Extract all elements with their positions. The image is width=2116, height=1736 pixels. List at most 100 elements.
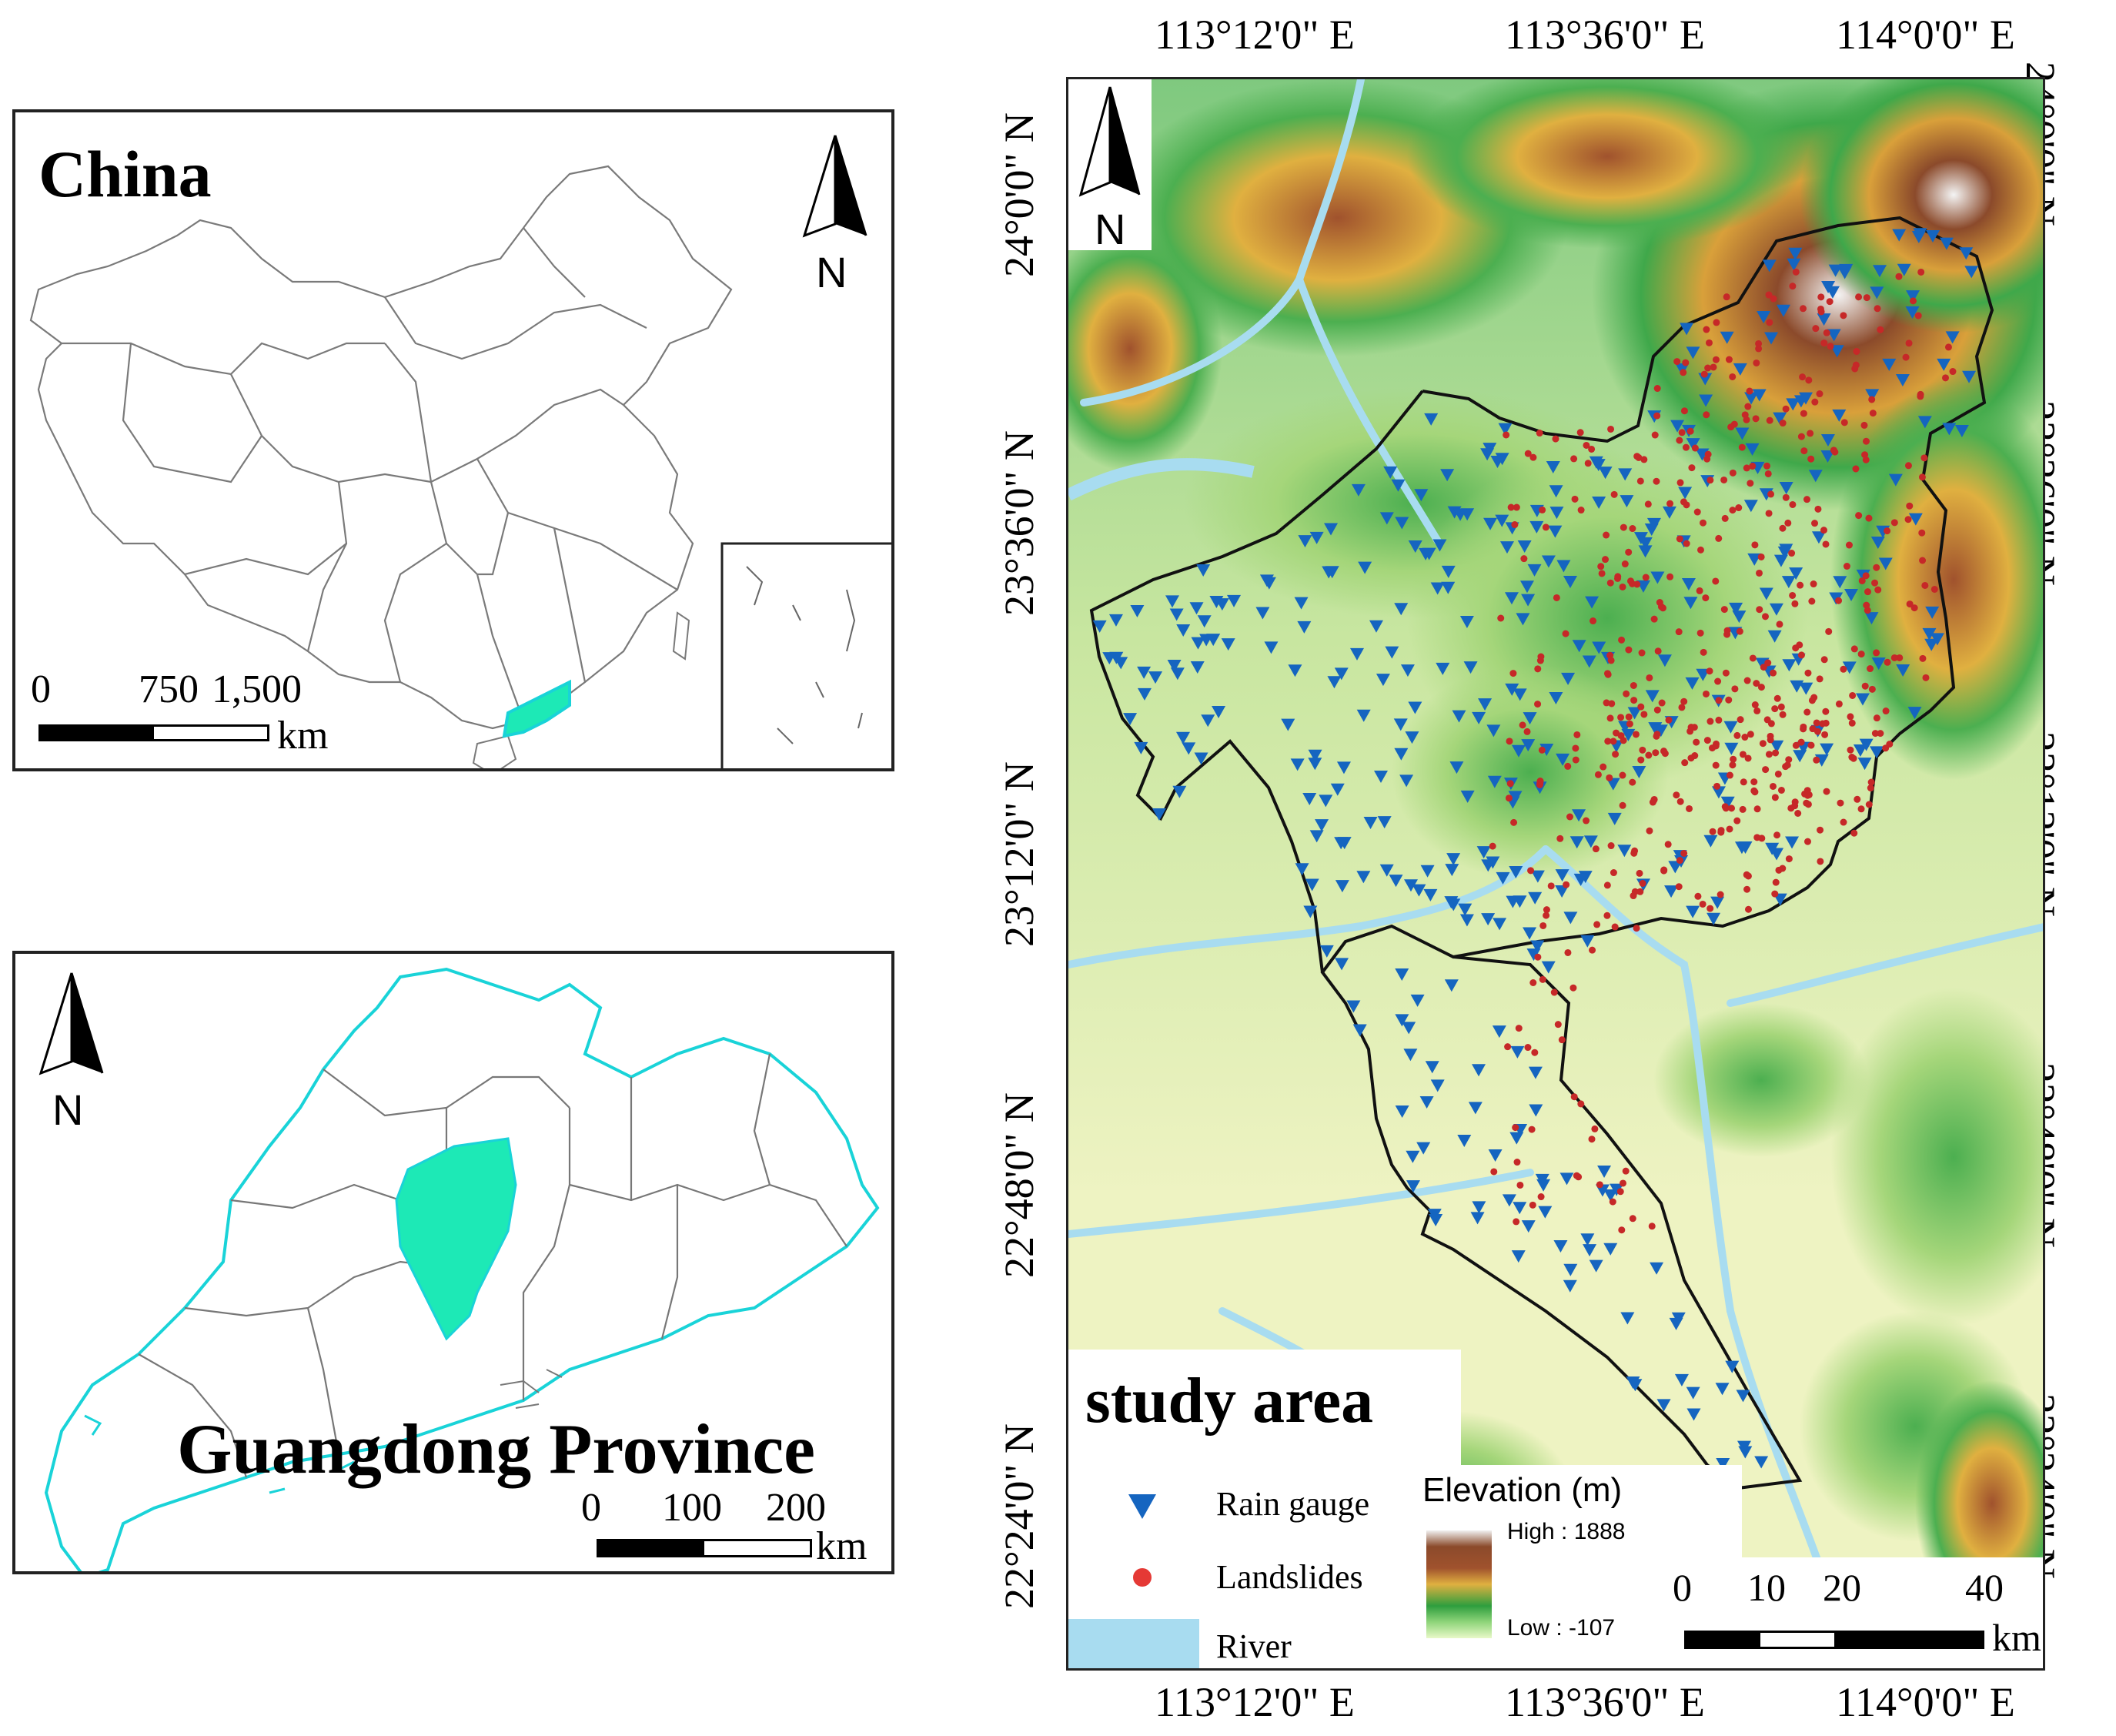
rain-gauge-marker [1356,871,1371,884]
landslide-marker [1789,591,1797,599]
rain-gauge-marker [1767,630,1782,643]
landslide-marker [1707,477,1714,484]
landslide-marker [1733,817,1741,825]
landslide-marker [1516,1181,1524,1189]
rain-gauge-marker [1457,1134,1472,1147]
landslide-marker [1730,755,1737,763]
rain-gauge-marker [1626,1376,1640,1389]
china-scale-tick-1: 750 [139,667,199,711]
bottom-coord-3: 114°0'0" E [1836,1679,2015,1725]
landslide-marker [1920,454,1928,462]
rain-gauge-marker [1549,692,1563,705]
rain-gauge-marker [1598,467,1613,480]
rain-gauge-marker [1468,1102,1483,1115]
landslide-marker [1942,374,1950,382]
landslide-marker [1791,600,1799,607]
landslide-marker [1625,713,1633,721]
guangdong-panel: N Guangdong Province 0 100 200 km [12,951,894,1574]
landslide-marker [1782,493,1790,501]
landslide-marker [1489,842,1496,850]
landslide-marker [1822,719,1830,727]
rain-gauge-marker [1869,746,1884,759]
rain-gauge-marker [1620,1312,1635,1325]
rain-gauge-marker [1319,794,1333,808]
rain-gauge-marker [1908,513,1923,526]
elevation-high: High : 1888 [1507,1519,1626,1544]
rain-gauge-marker [1773,554,1788,567]
rain-gauge-marker [1227,594,1242,607]
rain-gauge-marker [1495,514,1509,527]
landslide-marker [1816,390,1824,398]
rain-gauge-marker [1738,1446,1753,1459]
rain-gauge-marker [1294,597,1309,610]
rain-gauge-marker [1109,651,1124,664]
landslide-marker [1703,737,1711,744]
rain-gauge-marker [1259,574,1274,587]
rain-gauge-marker [1572,640,1586,653]
landslide-marker [1729,507,1737,514]
rain-gauge-marker [1449,761,1464,774]
landslide-marker [1753,834,1761,841]
landslide-marker [1665,716,1673,724]
rain-gauge-marker [1754,1456,1769,1469]
landslide-marker [1871,579,1879,587]
landslide-marker [1803,838,1811,845]
landslide-marker [1600,763,1607,771]
landslide-marker [1759,740,1767,748]
landslide-marker [1850,829,1858,837]
landslide-marker [1814,505,1822,513]
rain-gauge-marker [1309,830,1324,843]
rain-gauge-marker [1711,786,1726,799]
rain-gauge-marker [1913,228,1927,241]
landslide-marker [1764,659,1772,667]
landslide-marker [1570,455,1578,463]
rain-gauge-marker [1703,835,1718,848]
landslide-marker [1867,784,1874,792]
landslide-marker [1813,728,1821,735]
landslide-marker [1877,326,1884,333]
rain-gauge-marker [1511,744,1526,758]
rain-gauge-marker [1190,661,1205,674]
landslide-marker [1653,731,1661,738]
landslide-marker [1811,520,1819,527]
rain-gauge-marker [1281,718,1295,731]
landslide-marker [1837,799,1844,807]
left-coord-1: 24°0'0" N [996,112,1042,277]
landslide-marker [1820,340,1828,347]
landslide-marker [1874,586,1882,594]
rain-gauge-marker [1720,796,1735,809]
rain-gauge-marker [1459,615,1474,628]
rain-gauge-marker [1493,918,1507,931]
landslide-marker [1868,685,1876,693]
landslide-marker [1717,891,1724,898]
landslide-marker [1825,627,1833,635]
rain-gauge-marker [1779,544,1793,557]
rain-gauge-marker [1597,1165,1612,1178]
landslide-marker [1712,356,1720,363]
rain-gauge-marker [1423,888,1438,901]
landslide-marker [1700,370,1708,378]
rain-gauge-marker [1563,1263,1578,1276]
rain-gauge-marker [1878,557,1893,570]
landslide-marker [1538,746,1546,754]
landslide-marker [1511,521,1519,529]
landslide-marker [1707,717,1714,725]
landslide-marker [1803,708,1811,716]
rain-gauge-marker [1519,580,1534,594]
landslide-marker [1613,574,1621,582]
rain-gauge-marker [1148,671,1163,684]
landslide-marker [1693,738,1700,746]
landslide-marker [1826,298,1834,306]
landslide-marker [1703,455,1711,463]
rain-gauge-marker [1152,808,1166,821]
landslide-marker [1558,1036,1566,1044]
rain-gauge-marker [1123,713,1138,726]
landslide-marker [1788,550,1796,557]
landslide-marker [1906,502,1914,510]
rain-gauge-marker [1167,660,1182,673]
landslide-marker [1873,564,1880,571]
landslide-marker [1714,677,1722,685]
landslide-marker [1529,453,1537,461]
landslide-marker [1696,629,1704,637]
rain-gauge-marker [1837,266,1852,279]
